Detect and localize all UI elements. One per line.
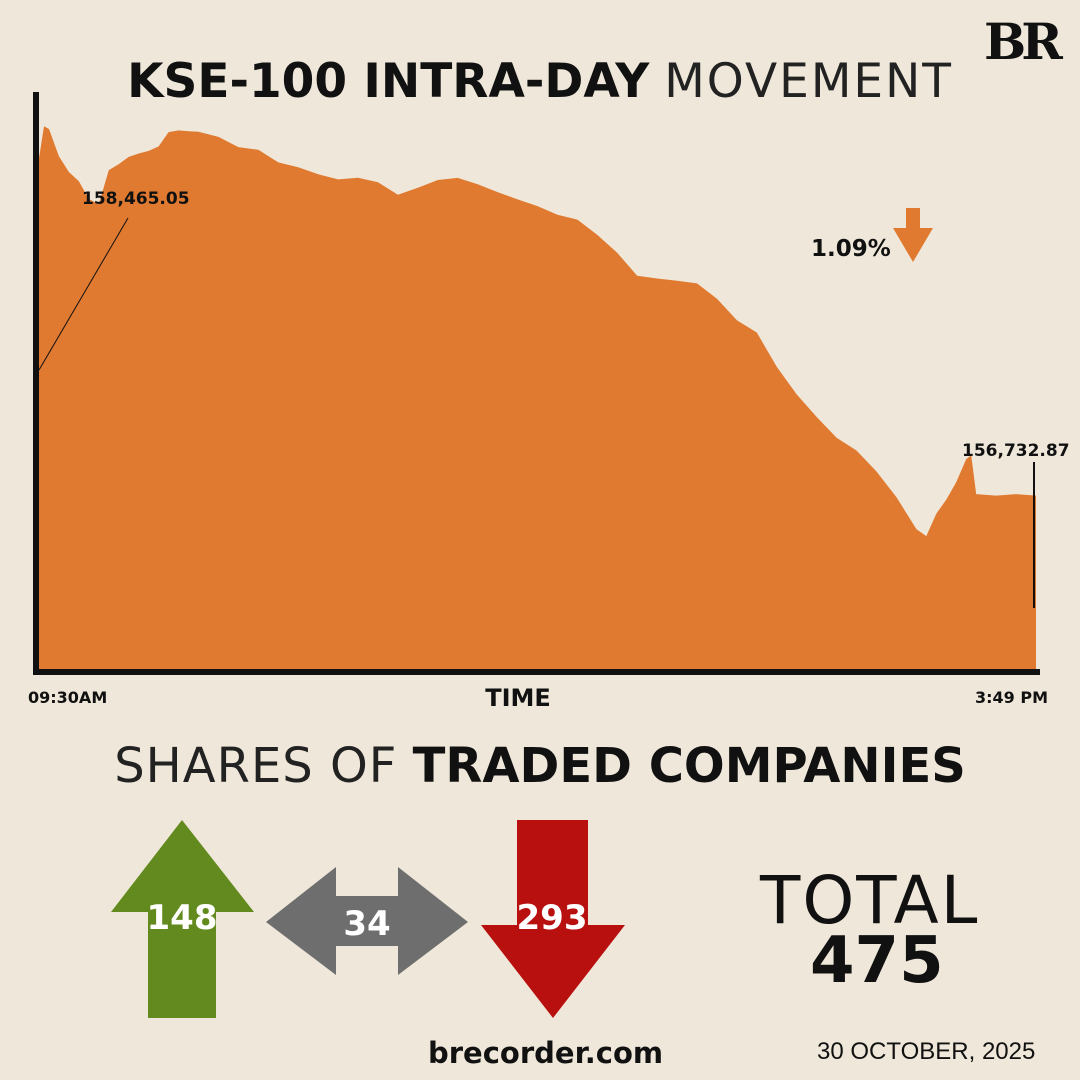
website-label: brecorder.com xyxy=(428,1036,664,1070)
x-axis-title: TIME xyxy=(485,684,551,712)
declined-count: 293 xyxy=(516,898,588,938)
declined-down-arrow-icon xyxy=(481,820,625,1018)
unchanged-count: 34 xyxy=(343,904,391,944)
x-start-label: 09:30AM xyxy=(28,688,108,707)
total-value: 475 xyxy=(810,924,944,998)
shares-title-light: SHARES OF xyxy=(114,738,398,794)
date-label: 30 OCTOBER, 2025 xyxy=(817,1038,1036,1065)
advanced-up-arrow-icon xyxy=(111,820,254,1018)
open-leader-line xyxy=(38,217,129,371)
down-arrow-icon xyxy=(893,208,933,262)
x-end-label: 3:49 PM xyxy=(975,688,1049,707)
advanced-count: 148 xyxy=(146,898,218,938)
title-bold: KSE-100 INTRA-DAY xyxy=(127,54,650,109)
unchanged-double-arrow-icon xyxy=(266,867,468,975)
br-logo: BR xyxy=(984,12,1063,71)
page-title: KSE-100 INTRA-DAY MOVEMENT xyxy=(0,54,1080,109)
intraday-chart: 158,465.05 156,732.87 1.09% xyxy=(33,92,1070,675)
index-area xyxy=(39,126,1036,672)
close-value-label: 156,732.87 xyxy=(962,441,1070,461)
total-label: TOTAL xyxy=(760,862,980,939)
change-percent-label: 1.09% xyxy=(811,236,891,262)
shares-title: SHARES OF TRADED COMPANIES xyxy=(0,738,1080,794)
open-value-label: 158,465.05 xyxy=(82,189,190,209)
title-light: MOVEMENT xyxy=(664,54,953,109)
shares-title-bold: TRADED COMPANIES xyxy=(412,738,966,794)
